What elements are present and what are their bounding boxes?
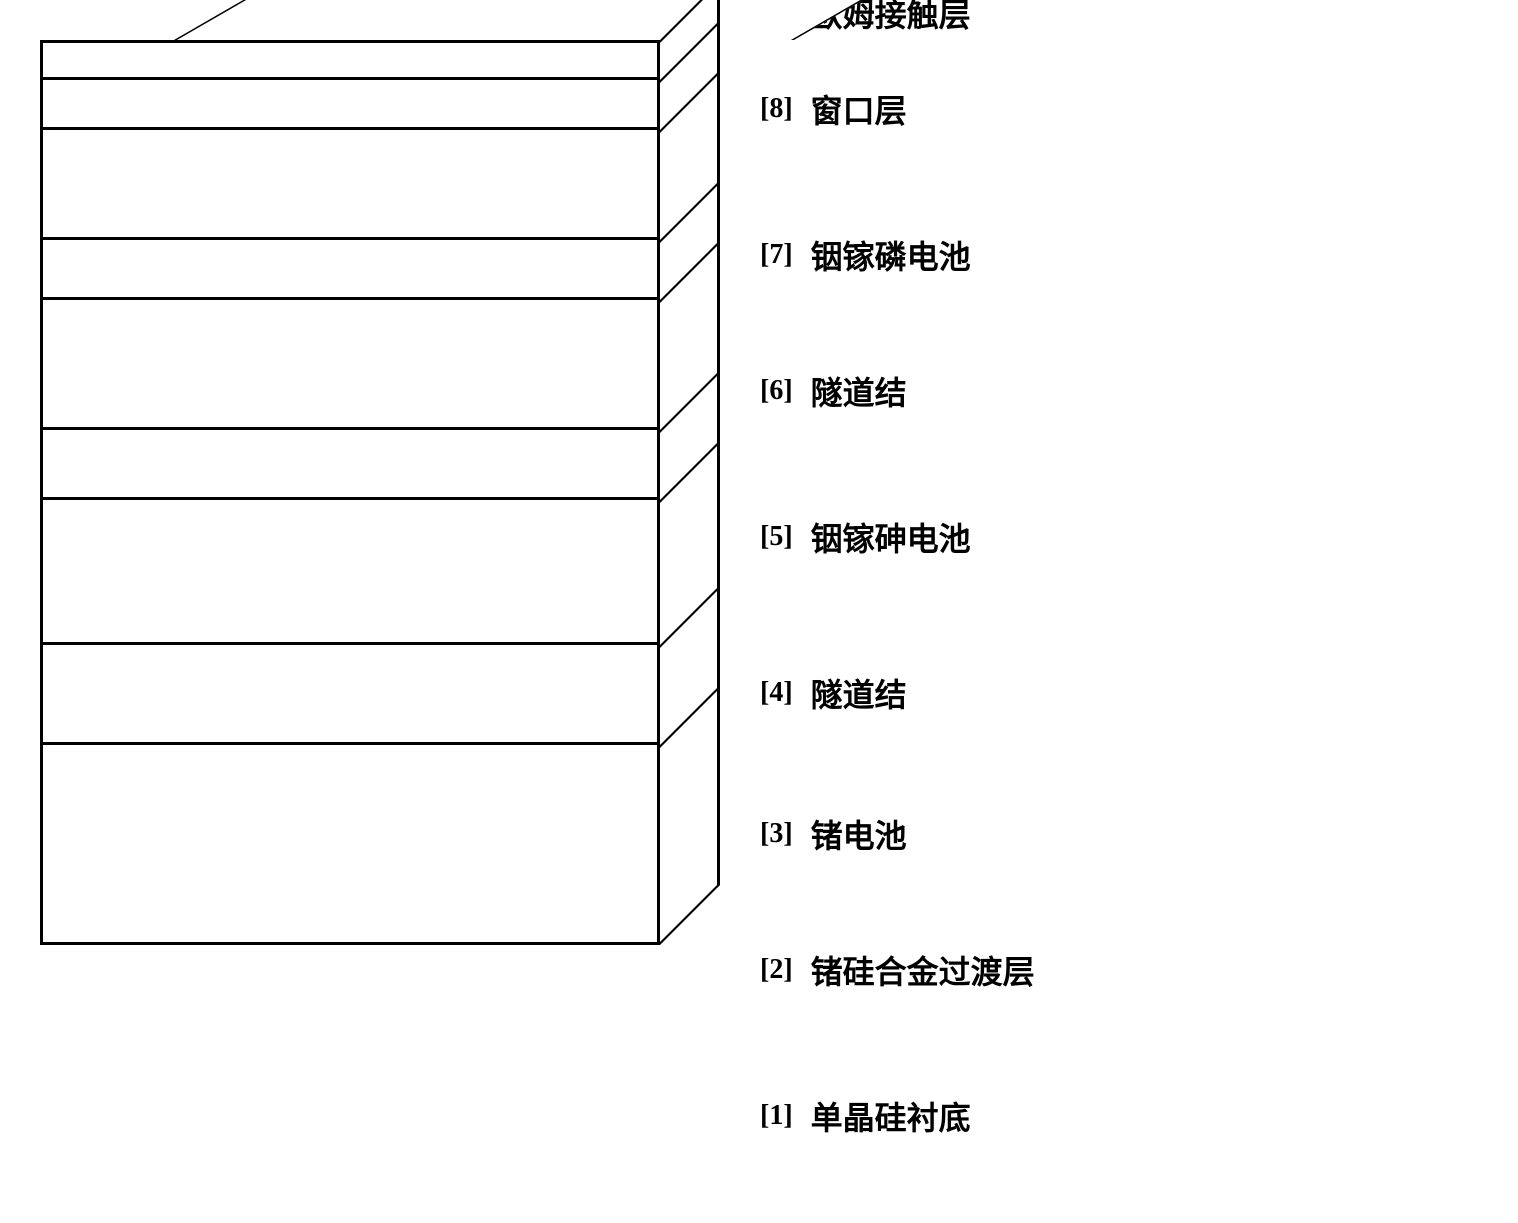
layer-6 <box>40 240 660 300</box>
label-row-2: [2] 锗硅合金过渡层 <box>760 947 1035 993</box>
label-number: [1] <box>760 1100 793 1132</box>
layer-5 <box>40 300 660 430</box>
label-row-4: [4] 隧道结 <box>760 670 1035 716</box>
side-3d-face <box>660 0 720 945</box>
layer-4 <box>40 430 660 500</box>
label-number: [3] <box>760 818 793 850</box>
label-row-3: [3] 锗电池 <box>760 811 1035 857</box>
layer-1 <box>40 745 660 945</box>
layer-7 <box>40 130 660 240</box>
label-number: [6] <box>760 375 793 407</box>
layer-3 <box>40 500 660 645</box>
label-text: 隧道结 <box>811 368 907 414</box>
layer-2 <box>40 645 660 745</box>
label-row-8: [8] 窗口层 <box>760 86 1035 132</box>
layer-8 <box>40 80 660 130</box>
label-text: 单晶硅衬底 <box>811 1093 971 1139</box>
label-row-1: [1] 单晶硅衬底 <box>760 1093 1035 1139</box>
diagram-container: [9]欧姆接触层[8]窗口层[7]铟镓磷电池[6]隧道结[5]铟镓砷电池[4]隧… <box>40 40 1478 1139</box>
label-number: [8] <box>760 93 793 125</box>
layer-stack <box>40 40 660 945</box>
label-number: [2] <box>760 954 793 986</box>
top-3d-face <box>174 0 898 40</box>
label-number: [5] <box>760 521 793 553</box>
layer-9 <box>40 40 660 80</box>
label-row-7: [7] 铟镓磷电池 <box>760 232 1035 278</box>
label-text: 隧道结 <box>811 670 907 716</box>
label-text: 铟镓磷电池 <box>811 232 971 278</box>
label-row-5: [5] 铟镓砷电池 <box>760 514 1035 560</box>
label-row-6: [6] 隧道结 <box>760 368 1035 414</box>
layer-labels: [9]欧姆接触层[8]窗口层[7]铟镓磷电池[6]隧道结[5]铟镓砷电池[4]隧… <box>690 0 1035 1139</box>
front-face <box>40 40 660 945</box>
label-text: 锗电池 <box>811 811 907 857</box>
label-number: [4] <box>760 677 793 709</box>
label-number: [7] <box>760 239 793 271</box>
label-text: 锗硅合金过渡层 <box>811 947 1035 993</box>
label-text: 窗口层 <box>811 86 907 132</box>
label-text: 铟镓砷电池 <box>811 514 971 560</box>
